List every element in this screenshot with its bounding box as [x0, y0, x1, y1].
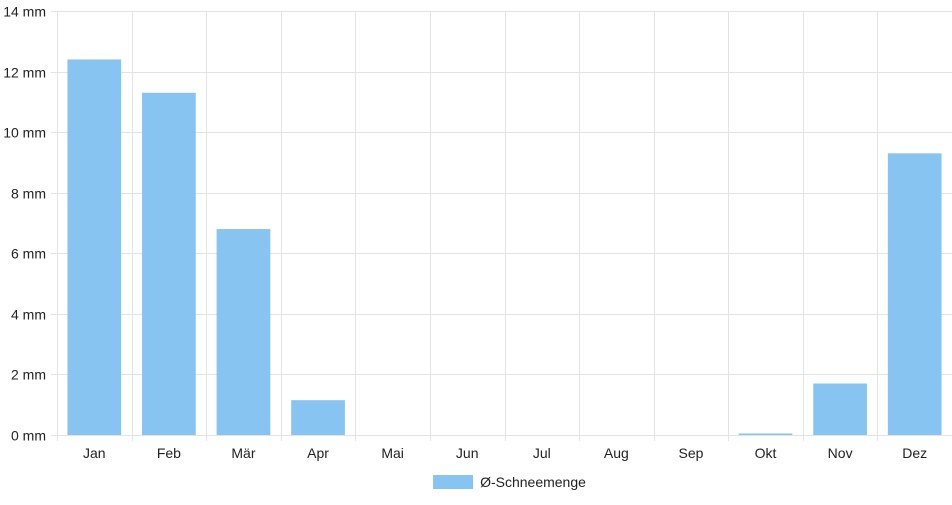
y-tick-label: 12 mm — [3, 65, 46, 81]
x-tick-label: Jun — [456, 445, 479, 461]
bar[interactable] — [813, 383, 867, 435]
y-tick-label: 0 mm — [11, 428, 46, 444]
x-tick-label: Jul — [533, 445, 551, 461]
x-tick-label: Aug — [604, 445, 629, 461]
y-tick-label: 2 mm — [11, 367, 46, 383]
y-tick-label: 4 mm — [11, 307, 46, 323]
bar[interactable] — [67, 59, 122, 435]
x-tick-label: Dez — [902, 445, 927, 461]
x-axis-ticks: Jan Feb Mär Apr Mai Jun Jul Aug Sep Okt Nov Dez — [83, 445, 927, 461]
x-tick-label: Okt — [755, 445, 777, 461]
legend-label[interactable]: Ø-Schneemenge — [480, 474, 586, 490]
x-tick-label: Sep — [678, 445, 703, 461]
legend[interactable]: Ø-Schneemenge — [433, 474, 586, 490]
y-tick-label: 10 mm — [3, 125, 46, 141]
x-tick-label: Nov — [828, 445, 853, 461]
x-tick-label: Mär — [231, 445, 255, 461]
y-tick-label: 6 mm — [11, 246, 46, 262]
y-tick-label: 14 mm — [3, 4, 46, 20]
bar[interactable] — [216, 229, 271, 435]
x-tick-label: Jan — [83, 445, 106, 461]
grid — [51, 11, 952, 441]
y-axis-ticks: 0 mm 2 mm 4 mm 6 mm 8 mm 10 mm 12 mm 14 mm — [3, 4, 46, 444]
legend-swatch[interactable] — [433, 475, 474, 489]
bars — [67, 59, 942, 436]
x-tick-label: Mai — [381, 445, 404, 461]
bar[interactable] — [887, 153, 942, 436]
bar[interactable] — [291, 400, 345, 435]
bar[interactable] — [738, 433, 793, 435]
x-tick-label: Feb — [157, 445, 181, 461]
x-tick-label: Apr — [307, 445, 329, 461]
bar[interactable] — [142, 92, 196, 436]
y-tick-label: 8 mm — [11, 186, 46, 202]
